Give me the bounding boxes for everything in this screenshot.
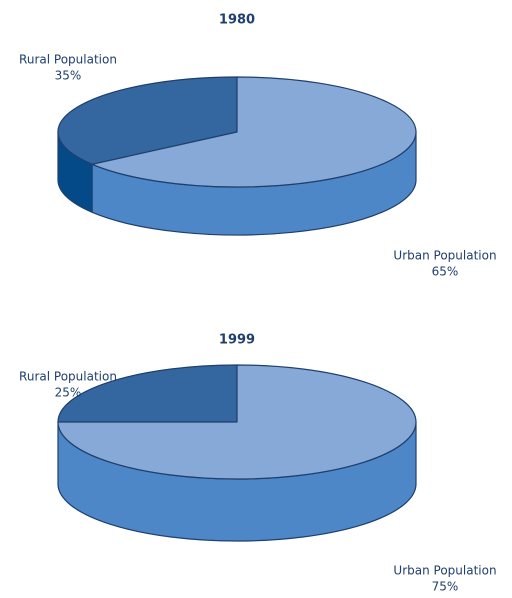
pie-slice: [57, 364, 417, 480]
slice-label: Rural Population: [19, 370, 117, 384]
slice-label: Urban Population: [393, 249, 496, 263]
chart-title: 1999: [219, 333, 255, 348]
pie-slice: [57, 364, 238, 423]
slice-value-label: 65%: [432, 265, 459, 279]
chart-title: 1980: [219, 13, 255, 28]
slice-label: Urban Population: [393, 564, 496, 578]
pie-slice: [57, 76, 238, 165]
slice-value-label: 35%: [55, 69, 82, 83]
slice-value-label: 25%: [55, 386, 82, 400]
slice-label: Rural Population: [19, 53, 117, 67]
pie-slice: [91, 76, 417, 188]
slice-value-label: 75%: [432, 580, 459, 594]
